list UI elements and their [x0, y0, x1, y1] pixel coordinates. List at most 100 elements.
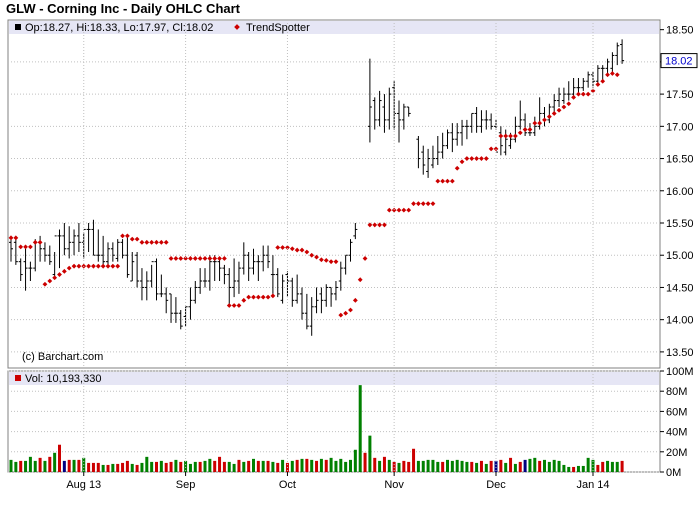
volume-bar [121, 462, 125, 472]
ohlc-bar [566, 81, 571, 101]
volume-bar [581, 465, 585, 472]
ohlc-bar [421, 145, 426, 175]
last-price-box [660, 53, 698, 69]
trendspotter-dot [382, 222, 387, 228]
volume-bar [242, 461, 246, 472]
trendspotter-dot [367, 222, 373, 228]
trendspotter-dot [158, 239, 164, 245]
volume-bar [145, 456, 149, 472]
trendspotter-dot [508, 133, 513, 139]
month-label: Jan 14 [576, 479, 609, 491]
last-price-label: 18.02 [665, 56, 693, 68]
volume-bar [412, 448, 416, 472]
ohlc-bar [406, 106, 411, 117]
volume-bar [24, 460, 28, 472]
volume-bar [378, 460, 382, 472]
volume-bar [96, 462, 100, 472]
ohlc-bar [523, 113, 528, 136]
volume-bar [281, 459, 285, 472]
trendspotter-dot [449, 178, 455, 184]
volume-bar [552, 459, 556, 472]
month-label: Nov [384, 479, 404, 491]
volume-bar [193, 461, 197, 472]
trendspotter-dot [37, 239, 43, 245]
trendspotter-dot [52, 275, 58, 281]
ohlc-bar [91, 219, 96, 256]
volume-bar [271, 461, 275, 472]
volume-bar [19, 460, 23, 472]
volume-bar [77, 459, 81, 472]
volume-bar [436, 461, 440, 472]
volume-bar [543, 459, 546, 472]
trendspotter-dot [595, 82, 601, 87]
volume-bar [489, 460, 493, 472]
volume-bar [368, 435, 372, 472]
volume-bar [353, 449, 357, 472]
volume-bar [87, 462, 91, 472]
trendspotter-dot [377, 222, 383, 228]
volume-bar [615, 461, 619, 472]
ohlc-bar [571, 78, 576, 98]
volume-bar [475, 462, 479, 472]
volume-bar [9, 459, 13, 472]
volume-bar [465, 461, 469, 472]
ohlc-bar [474, 107, 479, 133]
volume-bar [53, 452, 57, 472]
volume-bar [188, 463, 192, 472]
volume-bar [218, 456, 222, 472]
ohlc-bar [101, 235, 106, 265]
ohlc-bar [173, 297, 178, 323]
volume-bar [179, 461, 183, 472]
trendspotter-dot [134, 236, 140, 242]
ohlc-bar [232, 258, 237, 298]
volume-bar [155, 461, 158, 472]
volume-bar [479, 460, 483, 472]
ohlc-bar [450, 123, 455, 153]
trendspotter-dot [372, 222, 378, 228]
ohlc-bar [42, 242, 47, 262]
ohlc-bar [382, 94, 387, 133]
volume-bar [450, 460, 454, 472]
ohlc-bar [193, 281, 198, 304]
volume-bar [300, 458, 304, 472]
volume-bar [208, 458, 212, 472]
trendspotter-dot [86, 263, 92, 269]
trendspotter-dot [57, 272, 62, 277]
ohlc-bar [333, 281, 338, 301]
volume-bar [441, 461, 445, 472]
ohlc-bar [149, 261, 154, 288]
ohlc-bar [76, 223, 81, 252]
ohlc-bar [203, 268, 207, 288]
ohlc-bar [348, 239, 353, 262]
volume-bar [184, 460, 188, 472]
ohlc-bar [324, 284, 329, 307]
ohlc-bar [329, 286, 334, 307]
ohlc-bar [615, 42, 620, 66]
ohlc-bar [120, 239, 125, 259]
ohlc-bar [367, 58, 372, 143]
ohlc-bar [144, 271, 149, 301]
ohlc-bar [460, 119, 465, 146]
volume-tick-label: 20M [666, 447, 687, 459]
trendspotter-dot [255, 294, 261, 300]
ohlc-bar [430, 145, 435, 169]
ohlc-bar [164, 287, 169, 314]
ohlc-bar [295, 274, 300, 304]
price-plot-frame [7, 19, 661, 369]
ohlc-bar [246, 252, 251, 281]
volume-bar [494, 460, 498, 472]
ohlc-bar [595, 65, 600, 85]
volume-bar [14, 461, 18, 472]
ohlc-bar [217, 258, 222, 281]
volume-bar [130, 463, 134, 472]
volume-bar [125, 460, 129, 472]
volume-tick-label: 0M [666, 467, 681, 479]
ohlc-bar [547, 103, 552, 124]
trendspotter-dot [469, 156, 475, 161]
trendspotter-dot [386, 207, 392, 213]
trendspotter-dot [464, 156, 470, 161]
ohlc-bar [304, 293, 309, 330]
price-tick-label: 14.00 [666, 315, 694, 327]
volume-tick-label: 100M [666, 366, 694, 378]
